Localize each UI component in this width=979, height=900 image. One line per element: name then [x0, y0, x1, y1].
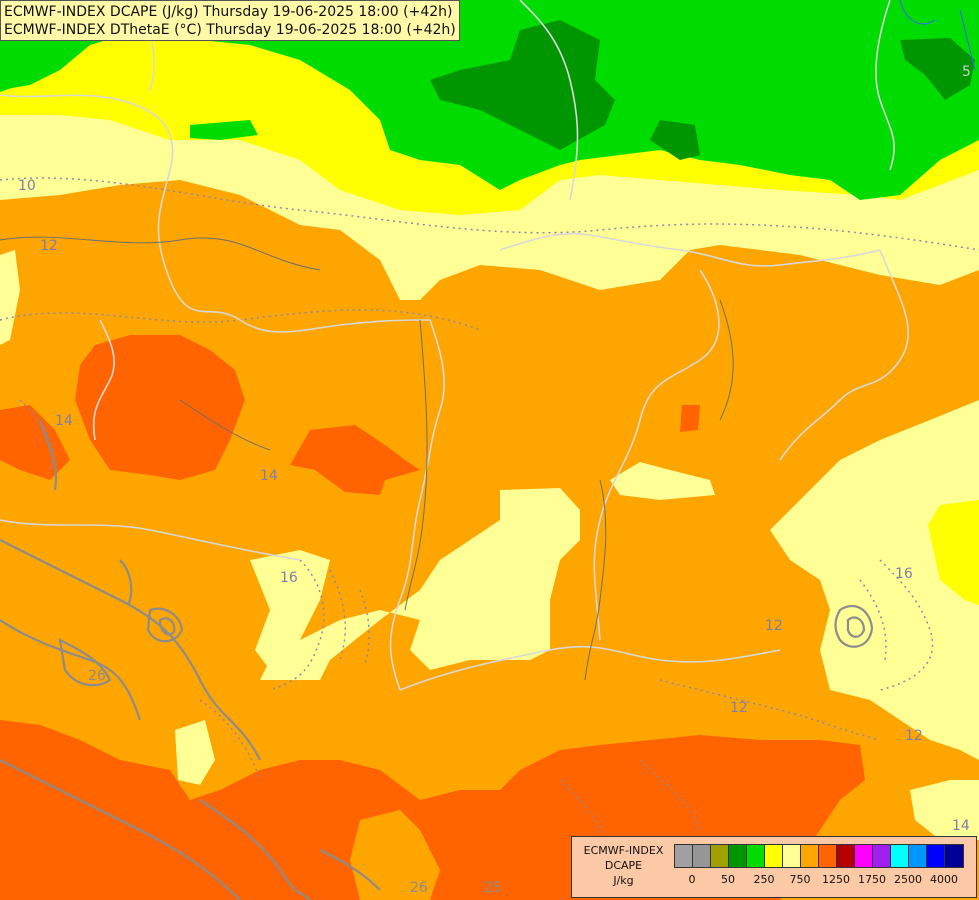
legend-swatch: [801, 845, 819, 867]
title-line-dthetae: ECMWF-INDEX DThetaE (°C) Thursday 19-06-…: [4, 22, 456, 38]
contour-label: 10: [18, 178, 36, 194]
legend-swatch: [945, 845, 963, 867]
contour-label: 14: [260, 468, 278, 484]
solid-contour-labels: 26 26 25: [88, 668, 502, 896]
legend-swatch: [747, 845, 765, 867]
light-yellow-mid: [610, 462, 715, 500]
contour-label: 14: [952, 818, 970, 834]
map-title: ECMWF-INDEX DCAPE (J/kg) Thursday 19-06-…: [0, 0, 460, 41]
legend-variable: DCAPE: [604, 859, 643, 872]
yellow-east-blob: [928, 500, 979, 605]
dthetae-solid-contours: [0, 419, 874, 900]
legend-swatch: [783, 845, 801, 867]
contour-label: 12: [40, 238, 58, 254]
contour-label: 14: [55, 413, 73, 429]
legend-swatch: [927, 845, 945, 867]
legend-swatch: [693, 845, 711, 867]
legend-tick: 1250: [822, 873, 850, 886]
color-legend: ECMWF-INDEX DCAPE J/kg 0 50 250 750 1250 1750…: [571, 836, 977, 898]
rivers: [899, 0, 976, 71]
legend-model-name: ECMWF-INDEX: [583, 844, 664, 857]
legend-swatch: [765, 845, 783, 867]
legend-tick: 0: [688, 873, 696, 886]
light-yellow-central: [260, 488, 580, 680]
contour-label: 16: [895, 566, 913, 582]
light-yellow-sw: [175, 720, 215, 785]
legend-tick: 750: [789, 873, 811, 886]
dark-orange-zone-2: [290, 425, 420, 495]
legend-swatch: [729, 845, 747, 867]
legend-swatch: [909, 845, 927, 867]
dark-orange-dot: [680, 405, 700, 432]
region-borders: [0, 236, 734, 681]
legend-tick: 4000: [930, 873, 958, 886]
contour-labels: 10 12 14 16 12 12 12 14 16 5 14: [18, 64, 971, 834]
legend-tick: 1750: [858, 873, 886, 886]
contour-label: 26: [88, 668, 106, 684]
dark-orange-zone-1: [75, 335, 245, 480]
dark-green-patch-east: [900, 38, 975, 100]
light-yellow-se: [910, 780, 979, 840]
dark-green-zone: [430, 20, 615, 150]
title-line-dcape: ECMWF-INDEX DCAPE (J/kg) Thursday 19-06-…: [4, 4, 453, 20]
contour-label: 12: [765, 618, 783, 634]
green-patch: [190, 120, 258, 140]
contour-label: 16: [280, 570, 298, 586]
country-borders: [0, 0, 909, 691]
legend-swatch: [855, 845, 873, 867]
contour-label: 5: [962, 64, 971, 80]
legend-swatches: [674, 844, 964, 868]
legend-unit: J/kg: [613, 874, 634, 887]
contour-label: 25: [484, 880, 502, 896]
orange-south-window: [350, 810, 440, 900]
legend-swatch: [891, 845, 909, 867]
dark-green-patch: [650, 120, 700, 160]
light-yellow-west: [250, 550, 330, 670]
legend-title: ECMWF-INDEX DCAPE J/kg: [576, 843, 671, 888]
contour-label: 12: [730, 700, 748, 716]
legend-swatch: [873, 845, 891, 867]
legend-swatch: [837, 845, 855, 867]
light-yellow-east: [770, 400, 979, 760]
legend-tick: 50: [721, 873, 735, 886]
legend-swatch: [711, 845, 729, 867]
contour-label: 26: [410, 880, 428, 896]
legend-tick: 250: [753, 873, 775, 886]
legend-swatch: [675, 845, 693, 867]
contour-label: 12: [905, 728, 923, 744]
light-yellow-far-west: [0, 250, 20, 345]
legend-tick: 2500: [894, 873, 922, 886]
legend-swatch: [819, 845, 837, 867]
legend-ticks: 0 50 250 750 1250 1750 2500 4000: [674, 873, 964, 887]
